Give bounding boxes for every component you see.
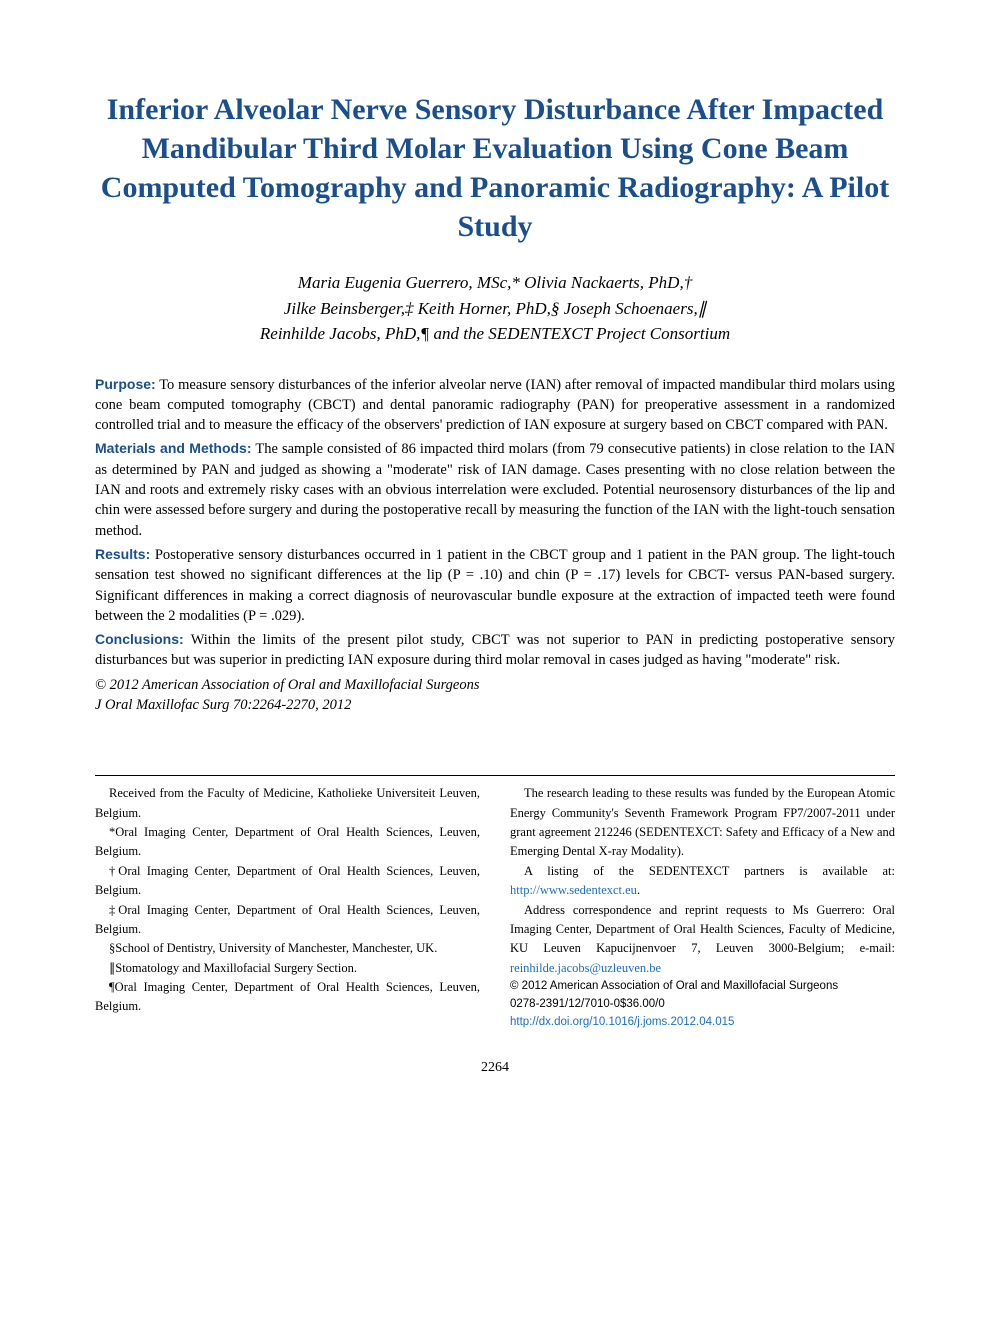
journal-citation: J Oral Maxillofac Surg 70:2264-2270, 201…	[95, 695, 895, 715]
abstract-methods: Materials and Methods: The sample consis…	[95, 439, 895, 540]
results-text: Postoperative sensory disturbances occur…	[95, 547, 895, 624]
sedentexct-link[interactable]: http://www.sedentexct.eu	[510, 883, 637, 897]
funding-statement: The research leading to these results wa…	[510, 784, 895, 862]
affiliation-4: §School of Dentistry, University of Manc…	[95, 939, 480, 958]
conclusions-label: Conclusions:	[95, 631, 184, 647]
listing-pre: A listing of the SEDENTEXCT partners is …	[524, 864, 895, 878]
authors-line-1: Maria Eugenia Guerrero, MSc,* Olivia Nac…	[95, 270, 895, 296]
article-title: Inferior Alveolar Nerve Sensory Disturba…	[95, 90, 895, 246]
affiliation-1: *Oral Imaging Center, Department of Oral…	[95, 823, 480, 862]
copyright-small: © 2012 American Association of Oral and …	[510, 978, 895, 996]
methods-label: Materials and Methods:	[95, 440, 252, 456]
footer-left-column: Received from the Faculty of Medicine, K…	[95, 784, 480, 1031]
footer-right-column: The research leading to these results wa…	[510, 784, 895, 1031]
affiliation-6: ¶Oral Imaging Center, Department of Oral…	[95, 978, 480, 1017]
authors-line-2: Jilke Beinsberger,‡ Keith Horner, PhD,§ …	[95, 296, 895, 322]
address-pre: Address correspondence and reprint reque…	[510, 903, 895, 956]
abstract-block: Purpose: To measure sensory disturbances…	[95, 375, 895, 716]
correspondence-address: Address correspondence and reprint reque…	[510, 901, 895, 979]
conclusions-text: Within the limits of the present pilot s…	[95, 632, 895, 668]
footer-divider	[95, 775, 895, 776]
received-from: Received from the Faculty of Medicine, K…	[95, 784, 480, 823]
purpose-label: Purpose:	[95, 376, 156, 392]
results-label: Results:	[95, 546, 150, 562]
affiliation-3: ‡Oral Imaging Center, Department of Oral…	[95, 901, 480, 940]
page-number: 2264	[95, 1060, 895, 1076]
copyright-line: © 2012 American Association of Oral and …	[95, 675, 895, 695]
issn-line: 0278-2391/12/7010-0$36.00/0	[510, 996, 895, 1014]
correspondence-email[interactable]: reinhilde.jacobs@uzleuven.be	[510, 961, 661, 975]
doi-link[interactable]: http://dx.doi.org/10.1016/j.joms.2012.04…	[510, 1014, 895, 1032]
affiliation-2: †Oral Imaging Center, Department of Oral…	[95, 862, 480, 901]
abstract-results: Results: Postoperative sensory disturban…	[95, 545, 895, 626]
affiliation-5: ∥Stomatology and Maxillofacial Surgery S…	[95, 959, 480, 978]
authors-line-3: Reinhilde Jacobs, PhD,¶ and the SEDENTEX…	[95, 321, 895, 347]
listing-post: .	[637, 883, 640, 897]
footer-columns: Received from the Faculty of Medicine, K…	[95, 784, 895, 1031]
page-container: Inferior Alveolar Nerve Sensory Disturba…	[0, 0, 990, 1116]
abstract-purpose: Purpose: To measure sensory disturbances…	[95, 375, 895, 436]
authors-block: Maria Eugenia Guerrero, MSc,* Olivia Nac…	[95, 270, 895, 347]
abstract-conclusions: Conclusions: Within the limits of the pr…	[95, 630, 895, 671]
purpose-text: To measure sensory disturbances of the i…	[95, 377, 895, 434]
partners-listing: A listing of the SEDENTEXCT partners is …	[510, 862, 895, 901]
